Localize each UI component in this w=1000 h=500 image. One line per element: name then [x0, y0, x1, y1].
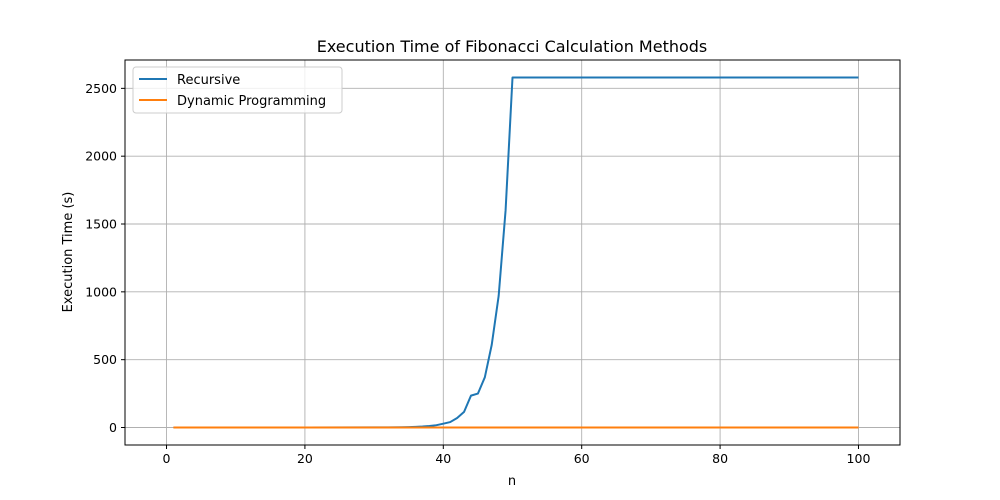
y-tick-label: 2500	[85, 81, 117, 96]
legend: Recursive Dynamic Programming	[132, 66, 343, 114]
x-tick-label: 20	[297, 451, 313, 466]
y-tick-label: 2000	[85, 149, 117, 164]
x-tick-label: 100	[847, 451, 871, 466]
x-tick-label: 80	[712, 451, 728, 466]
series-line-recursive	[173, 76, 859, 429]
legend-label-recursive: Recursive	[177, 73, 240, 88]
y-tick-label: 500	[93, 352, 117, 367]
x-tick-label: 0	[163, 451, 171, 466]
legend-label-dynamic-programming: Dynamic Programming	[177, 94, 326, 109]
y-tick-label: 1000	[85, 284, 117, 299]
grid-lines	[125, 60, 900, 445]
series-layer	[173, 76, 859, 429]
chart-title: Execution Time of Fibonacci Calculation …	[317, 37, 708, 56]
y-tick-label: 0	[109, 420, 117, 435]
x-axis-label: n	[508, 474, 516, 489]
legend-box	[132, 66, 343, 114]
x-tick-label: 60	[574, 451, 590, 466]
y-axis-label: Execution Time (s)	[61, 192, 76, 313]
x-tick-label: 40	[435, 451, 451, 466]
plot-frame	[124, 59, 901, 446]
y-tick-label: 1500	[85, 217, 117, 232]
